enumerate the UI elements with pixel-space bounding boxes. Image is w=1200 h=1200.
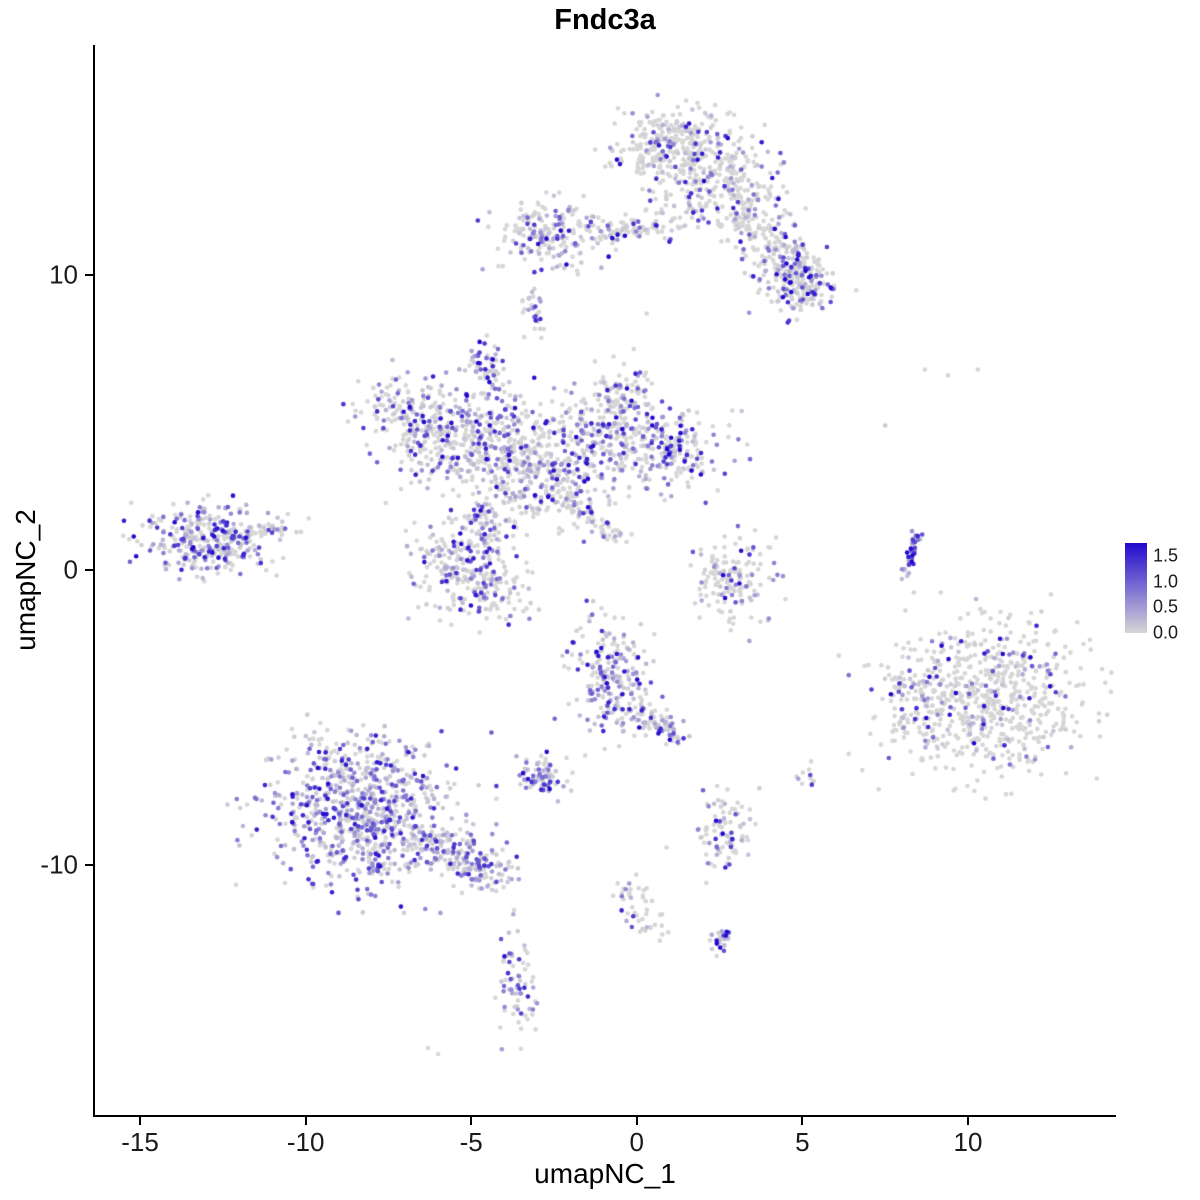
x-tick-mark — [966, 1117, 969, 1125]
x-tick-label: 5 — [795, 1127, 810, 1157]
y-tick-mark — [85, 864, 93, 867]
x-tick-label: -10 — [286, 1127, 325, 1157]
y-tick-label: -10 — [40, 849, 78, 880]
x-axis-title: umapNC_1 — [534, 1158, 676, 1189]
x-tick-mark — [470, 1117, 473, 1125]
plot-title: Fndc3a — [554, 4, 656, 36]
legend-tick-label: 0.5 — [1153, 596, 1179, 617]
x-tick-label: 10 — [953, 1127, 983, 1157]
x-tick-label: -5 — [459, 1127, 483, 1157]
y-axis-line — [93, 45, 95, 1117]
y-tick-label: 10 — [49, 259, 78, 290]
y-tick-mark — [85, 274, 93, 277]
x-tick-mark — [635, 1117, 638, 1125]
scatter-canvas — [95, 45, 1115, 1115]
x-tick-mark — [139, 1117, 142, 1125]
x-tick-mark — [801, 1117, 804, 1125]
x-tick-label: 0 — [629, 1127, 645, 1157]
x-axis-line — [93, 1115, 1116, 1117]
y-tick-mark — [85, 569, 93, 572]
legend-gradient-bar — [1125, 543, 1147, 633]
legend-tick-label: 1.5 — [1153, 545, 1179, 566]
y-tick-label: 0 — [63, 554, 78, 585]
y-axis-title: umapNC_2 — [10, 509, 41, 651]
x-tick-label: -15 — [121, 1127, 159, 1157]
legend-tick-label: 0.0 — [1153, 622, 1179, 643]
legend-tick-label: 1.0 — [1153, 571, 1179, 592]
x-tick-mark — [304, 1117, 307, 1125]
